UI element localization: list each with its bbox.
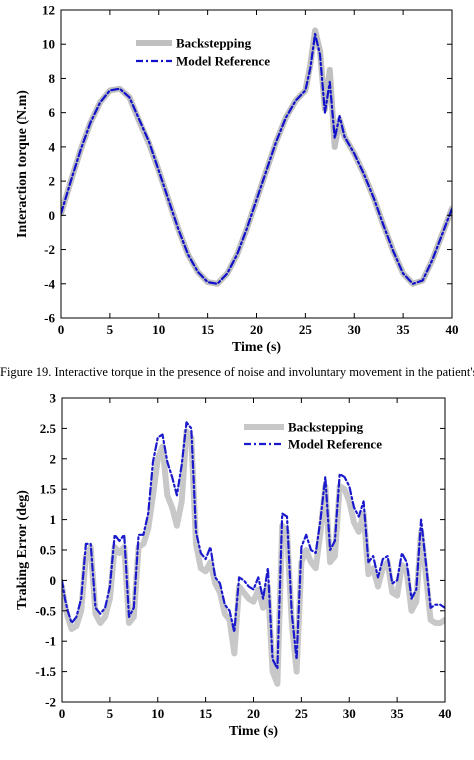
x-tick-label: 20 (250, 322, 263, 337)
x-axis-label: Time (s) (232, 340, 281, 355)
y-tick-label: 6 (49, 105, 56, 120)
y-tick-label: -6 (44, 311, 55, 326)
x-tick-label: 5 (107, 706, 114, 721)
y-tick-label: -0.5 (35, 603, 56, 618)
y-tick-label: -2 (45, 695, 56, 710)
y-tick-label: -2 (44, 242, 55, 257)
y-tick-label: 0 (49, 208, 56, 223)
y-tick-label: -1.5 (35, 664, 56, 679)
tracking-error-chart: 0 5 10 15 20 25 30 35 40 -2 -1.5 -1 -0.5 0 0.5 1 1.5 2 2.5… (15, 391, 452, 740)
figure-19-caption: Figure 19. Interactive torque in the pre… (0, 365, 474, 379)
y-axis-label: Interaction torque (N.m) (15, 90, 30, 238)
y-tick-label: 10 (42, 37, 55, 52)
y-tick-label: 4 (49, 139, 56, 154)
x-tick-label: 0 (59, 706, 66, 721)
x-tick-label: 15 (199, 706, 213, 721)
legend-label: Backstepping (176, 36, 252, 51)
x-tick-label: 40 (446, 322, 459, 337)
x-tick-label: 20 (247, 706, 260, 721)
x-axis-label: Time (s) (229, 724, 278, 739)
y-axis-label: Traking Error (deg) (15, 490, 30, 610)
y-tick-label: 1 (50, 512, 57, 527)
series-line-model-reference (62, 421, 445, 670)
legend-label: Model Reference (176, 54, 270, 69)
x-tick-label: 25 (299, 322, 313, 337)
y-tick-label: 0 (50, 573, 57, 588)
x-tick-label: 15 (201, 322, 215, 337)
y-tick-label: 0.5 (40, 543, 57, 558)
x-tick-label: 30 (343, 706, 356, 721)
legend-label: Model Reference (288, 437, 382, 452)
x-tick-label: 35 (391, 706, 405, 721)
y-tick-label: -4 (44, 276, 55, 291)
x-tick-label: 30 (348, 322, 361, 337)
x-tick-label: 10 (151, 706, 164, 721)
x-tick-label: 5 (107, 322, 114, 337)
y-tick-label: 3 (50, 391, 57, 406)
x-tick-label: 10 (152, 322, 165, 337)
x-tick-label: 0 (58, 322, 65, 337)
y-tick-label: 2 (50, 451, 57, 466)
y-tick-label: 2 (49, 174, 56, 189)
y-tick-label: -1 (45, 634, 56, 649)
y-tick-label: 2.5 (40, 421, 57, 436)
legend-label: Backstepping (288, 420, 364, 435)
x-tick-label: 35 (397, 322, 411, 337)
y-tick-label: 12 (42, 3, 55, 18)
y-tick-label: 8 (49, 71, 56, 86)
x-tick-label: 25 (295, 706, 309, 721)
x-tick-label: 40 (439, 706, 452, 721)
series-line-model-reference (61, 32, 452, 285)
y-tick-label: 1.5 (40, 482, 57, 497)
torque-chart: 0 5 10 15 20 25 30 35 40 -6 -4 -2 0 2 4 6 8 10 12 Time (s) I… (15, 3, 459, 356)
series-line-backstepping (62, 428, 445, 687)
